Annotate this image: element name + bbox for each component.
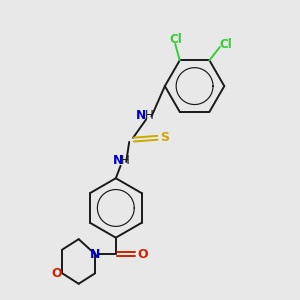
Text: H: H xyxy=(121,154,130,167)
Text: Cl: Cl xyxy=(169,33,182,46)
Text: S: S xyxy=(160,131,169,144)
Text: O: O xyxy=(137,248,148,260)
Text: N: N xyxy=(90,248,100,260)
Text: O: O xyxy=(52,267,62,280)
Text: H: H xyxy=(145,109,154,122)
Text: N: N xyxy=(136,109,147,122)
Text: Cl: Cl xyxy=(219,38,232,50)
Text: N: N xyxy=(112,154,123,167)
